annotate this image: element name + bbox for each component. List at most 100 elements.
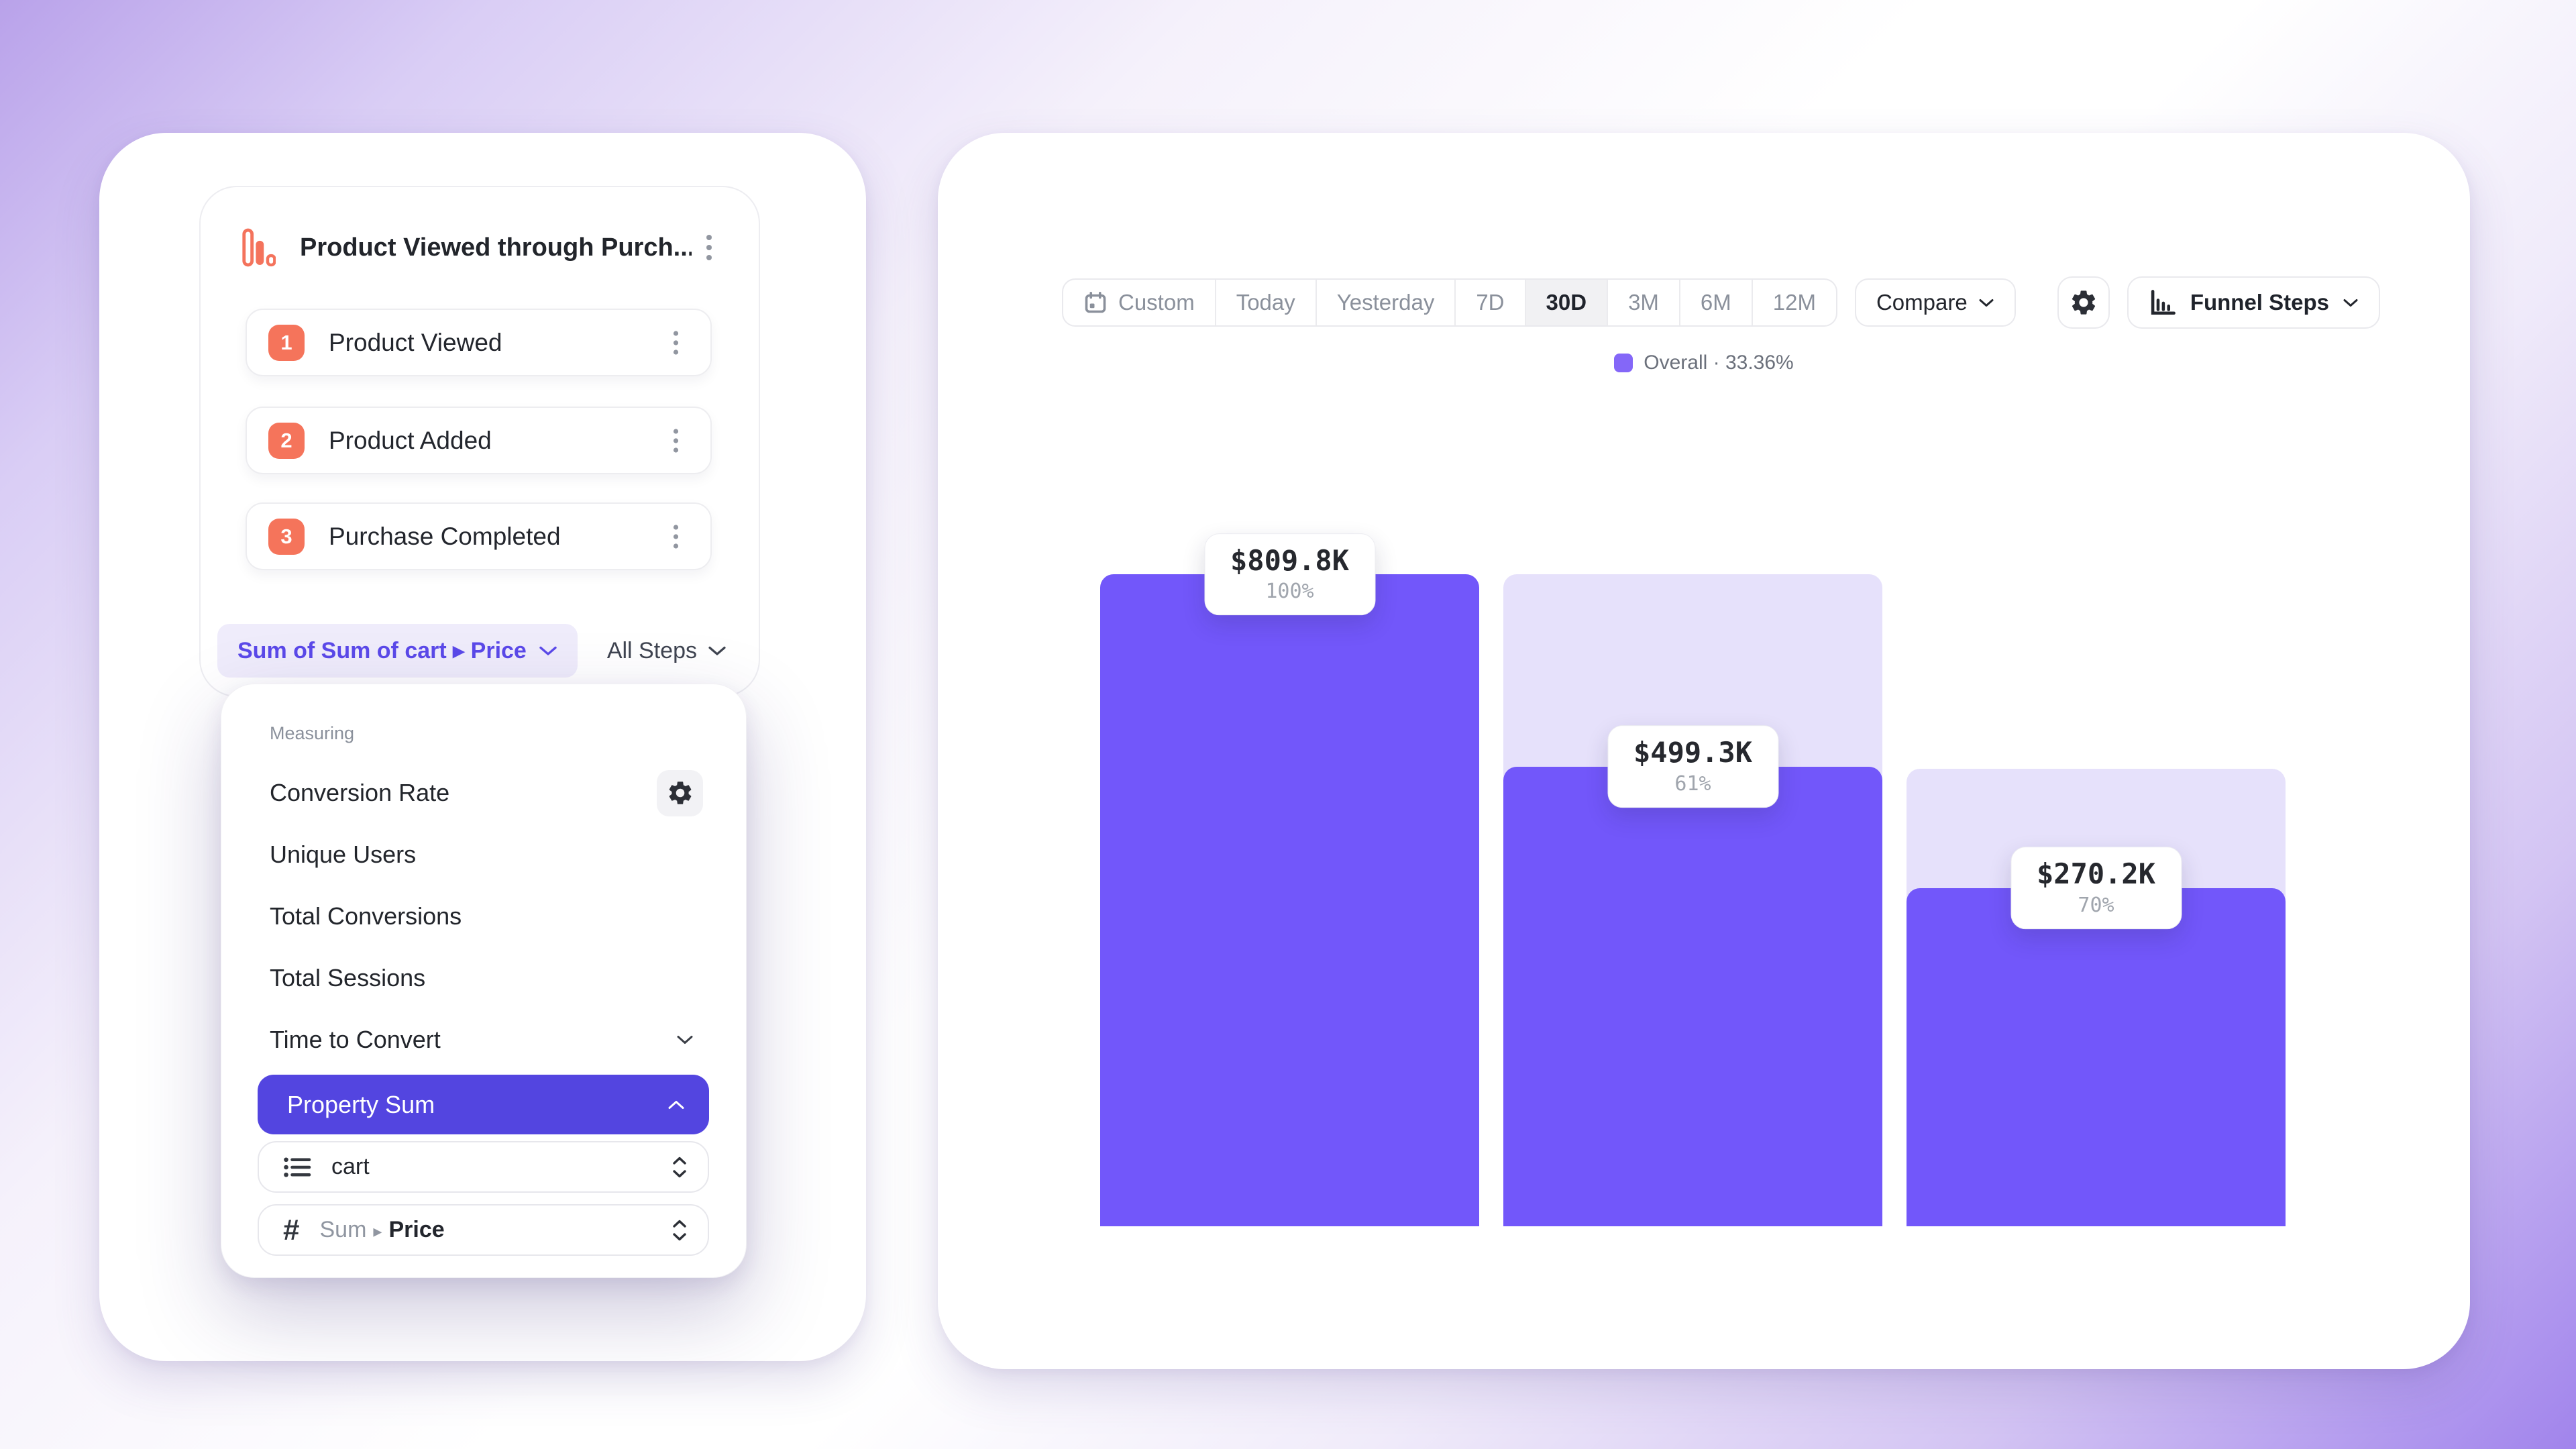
funnel-bar-product-added[interactable]: $499.3K 61% [1503,574,1882,1226]
chart-settings-button[interactable] [2057,276,2110,329]
range-label: Yesterday [1336,290,1435,315]
compare-label: Compare [1876,290,1968,315]
step-menu-button[interactable] [658,417,693,464]
funnel-chart: $809.8K 100% $499.3K 61% $270.2K 70% [1100,533,2286,1226]
step-number-badge: 2 [268,422,305,459]
legend-label: Overall · 33.36% [1644,352,1794,374]
funnel-step-row-3[interactable]: 3 Purchase Completed [246,502,712,570]
tooltip-value: $499.3K [1633,736,1753,769]
calendar-icon [1083,290,1108,315]
list-icon [283,1155,311,1179]
range-yesterday[interactable]: Yesterday [1317,280,1456,325]
bar-value [1503,766,1882,1226]
gear-icon [2069,288,2098,317]
range-12m[interactable]: 12M [1753,280,1836,325]
funnel-definition-panel: Product Viewed through Purch... 1 Produc… [199,186,760,697]
menu-item-label: Time to Convert [270,1026,441,1053]
range-30d-selected[interactable]: 30D [1525,280,1609,325]
range-label: 30D [1546,290,1587,315]
aggregation-select[interactable]: # Sum ▸ Price [258,1204,709,1256]
chevron-down-icon [1978,298,1994,308]
chevron-down-icon [2343,298,2359,308]
funnel-step-row-2[interactable]: 2 Product Added [246,407,712,474]
funnel-menu-button[interactable] [692,224,727,271]
funnel-bar-product-viewed[interactable]: $809.8K 100% [1100,533,1479,1226]
kebab-icon [672,329,680,356]
bar-tooltip: $270.2K 70% [2010,847,2182,929]
menu-item-total-conversions[interactable]: Total Conversions [221,885,746,947]
tooltip-value: $270.2K [2036,857,2156,891]
range-3m[interactable]: 3M [1608,280,1680,325]
property-select[interactable]: cart [258,1141,709,1193]
chart-legend: Overall · 33.36% [938,352,2470,374]
bar-chart-axis-icon [2149,288,2177,317]
step-menu-button[interactable] [658,513,693,560]
chart-type-button[interactable]: Funnel Steps [2127,276,2380,329]
funnel-bar-purchase-completed[interactable]: $270.2K 70% [1907,574,2286,1226]
tooltip-percent: 70% [2078,893,2114,917]
chart-type-label: Funnel Steps [2190,290,2329,315]
bar-value [1907,888,2286,1226]
conversion-rate-settings-button[interactable] [657,769,703,816]
metric-selector-label: Sum of Sum of cart ▸ Price [237,638,527,663]
chevron-down-icon [539,645,557,657]
tooltip-value: $809.8K [1230,543,1350,577]
menu-item-label: Total Sessions [270,964,426,991]
selector-updown-icon [672,1156,688,1179]
menu-item-property-sum-selected[interactable]: Property Sum [258,1075,709,1134]
menu-item-total-sessions[interactable]: Total Sessions [221,947,746,1009]
property-select-value: cart [331,1154,370,1179]
chevron-down-icon [676,1034,694,1045]
funnel-title: Product Viewed through Purch... [300,233,692,262]
range-label: 12M [1772,290,1816,315]
step-label: Product Viewed [329,328,502,356]
breadcrumb-arrow: ▸ [373,1221,382,1241]
menu-item-unique-users[interactable]: Unique Users [221,824,746,885]
range-custom[interactable]: Custom [1063,280,1216,325]
kebab-icon [672,427,680,454]
range-label: 6M [1700,290,1731,315]
chevron-down-icon [708,645,727,657]
bar-tooltip: $809.8K 100% [1203,533,1376,616]
measuring-section-label: Measuring [270,723,355,743]
range-today[interactable]: Today [1216,280,1317,325]
menu-item-time-to-convert[interactable]: Time to Convert [221,1009,746,1071]
step-menu-button[interactable] [658,319,693,366]
menu-item-label: Property Sum [287,1090,435,1118]
step-number-badge: 1 [268,324,305,361]
chart-toolbar: Custom Today Yesterday 7D 30D 3M 6M 12M … [1062,276,2380,329]
step-label: Product Added [329,426,492,454]
range-label: 3M [1628,290,1659,315]
funnel-step-row-1[interactable]: 1 Product Viewed [246,309,712,376]
aggregation-select-value: Sum ▸ Price [319,1217,672,1243]
range-label: Custom [1118,290,1195,315]
bar-value [1100,574,1479,1226]
kebab-icon [672,523,680,550]
range-7d[interactable]: 7D [1456,280,1526,325]
compare-button[interactable]: Compare [1854,278,2016,327]
measuring-popover: Measuring Conversion Rate Unique Users T… [221,684,747,1278]
funnel-metric-row: Sum of Sum of cart ▸ Price All Steps [217,624,747,678]
date-range-control: Custom Today Yesterday 7D 30D 3M 6M 12M [1062,278,1837,327]
funnel-header: Product Viewed through Purch... [201,187,759,294]
step-number-badge: 3 [268,518,305,555]
menu-item-label: Unique Users [270,841,417,868]
gear-icon [666,779,694,807]
steps-scope-selector[interactable]: All Steps [607,638,727,664]
aggregation-value: Price [388,1217,445,1242]
chevron-up-icon [667,1099,685,1110]
menu-item-label: Conversion Rate [270,779,450,806]
range-label: 7D [1476,290,1505,315]
funnel-chart-icon [242,228,276,267]
aggregation-prefix: Sum [319,1217,367,1242]
kebab-icon [705,233,713,262]
bar-tooltip: $499.3K 61% [1607,725,1779,808]
funnel-builder-card: Product Viewed through Purch... 1 Produc… [99,133,866,1361]
range-6m[interactable]: 6M [1680,280,1753,325]
tooltip-percent: 61% [1674,771,1711,796]
menu-item-label: Total Conversions [270,902,462,930]
metric-selector[interactable]: Sum of Sum of cart ▸ Price [217,624,578,678]
menu-item-conversion-rate[interactable]: Conversion Rate [221,762,746,824]
legend-swatch [1614,354,1633,372]
